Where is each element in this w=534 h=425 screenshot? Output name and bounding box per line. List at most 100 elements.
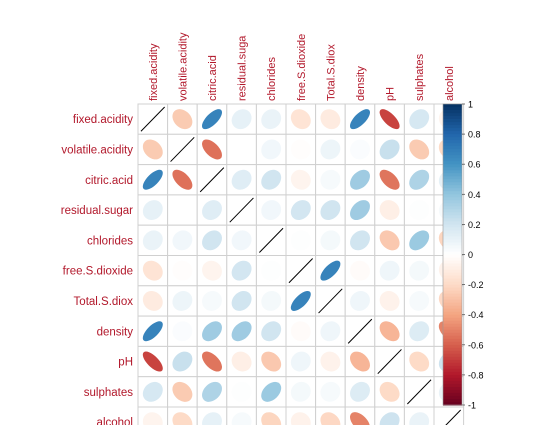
column-label: alcohol [444,66,456,101]
correlation-ellipse [350,260,370,281]
correlation-ellipse [172,412,193,425]
colorbar-segment [443,335,462,340]
correlation-ellipse [379,260,400,281]
correlation-ellipse [172,260,193,281]
correlation-ellipse [142,381,163,402]
colorbar-segment [443,341,462,346]
colorbar-tick-label: 0.4 [468,190,481,200]
correlation-ellipse [231,351,252,372]
colorbar-segment [443,179,462,183]
colorbar-segment [443,269,462,274]
colorbar-segment [443,152,462,156]
correlation-ellipse [172,381,193,402]
colorbar-segment [443,155,462,159]
colorbar-segment [443,113,462,117]
colorbar-segment [443,332,462,337]
colorbar-segment [443,362,462,367]
colorbar-segment [443,293,462,298]
correlation-ellipse [409,412,430,425]
colorbar-segment [443,278,462,283]
diagonal-line [318,288,343,314]
colorbar-segment [443,395,462,400]
colorbar-tick-label: 0.2 [468,220,481,230]
correlation-ellipse [350,200,370,221]
correlation-ellipse [409,230,430,251]
correlation-ellipse [231,109,252,130]
colorbar-segment [443,140,462,144]
colorbar-segment [443,239,462,244]
cell-border [374,376,405,408]
colorbar-segment [443,290,462,295]
colorbar-segment [443,371,462,376]
colorbar-segment [443,203,462,207]
colorbar-segment [443,197,462,201]
colorbar-tick-label: -1 [468,401,476,411]
colorbar-segment [443,242,462,247]
colorbar-segment [443,386,462,391]
correlation-ellipse [409,169,430,190]
colorbar-segment [443,248,462,253]
correlation-ellipse [409,139,430,160]
colorbar-segment [443,389,462,394]
correlation-ellipse [261,291,282,311]
column-label: sulphates [414,53,426,101]
correlation-ellipse [320,351,341,372]
correlation-cells [137,103,465,425]
colorbar-segment [443,221,462,225]
correlation-ellipse [409,109,430,130]
colorbar-segment [443,116,462,120]
colorbar-segment [443,392,462,397]
correlation-ellipse [231,230,252,251]
colorbar-tick-label: 1 [468,100,473,110]
colorbar-segment [443,224,462,229]
correlation-ellipse [142,351,163,372]
correlation-ellipse [320,169,341,190]
colorbar-segment [443,230,462,235]
column-label: pH [385,87,397,101]
correlation-ellipse [231,290,252,311]
colorbar-segment [443,281,462,286]
correlation-ellipse [202,200,222,220]
colorbar-tick-label: -0.2 [468,280,484,290]
correlation-ellipse [142,291,163,311]
colorbar-segment [443,125,462,129]
correlation-ellipse [261,351,282,372]
correlation-ellipse [320,321,341,342]
colorbar-tick-label: -0.8 [468,370,484,380]
colorbar-segment [443,200,462,204]
colorbar-segment [443,311,462,316]
correlation-ellipse [320,200,341,221]
colorbar-segment [443,401,462,406]
colorbar-segment [443,146,462,150]
correlation-ellipse [261,260,282,281]
colorbar-segment [443,170,462,174]
correlation-ellipse [350,139,370,160]
correlation-ellipse [350,381,370,402]
colorbar-segment [443,374,462,379]
colorbar-segment [443,320,462,325]
correlation-ellipse [172,321,193,342]
correlation-ellipse [231,260,252,281]
colorbar-segment [443,287,462,292]
diagonal-line [170,136,195,162]
colorbar-segment [443,284,462,289]
correlation-ellipse [290,290,311,311]
column-label: fixed.acidity [148,43,160,101]
row-label: citric.acid [85,175,133,187]
cell-border [433,406,465,425]
correlation-ellipse [142,321,163,342]
correlation-ellipse [409,321,430,342]
colorbar-segment [443,356,462,361]
correlation-ellipse [290,200,311,221]
colorbar-segment [443,233,462,238]
colorbar-segment [443,317,462,322]
colorbar-segment [443,209,462,213]
correlation-ellipse [202,321,222,342]
correlation-ellipse [201,109,223,130]
colorbar-segment [443,272,462,277]
correlation-ellipse [202,381,222,402]
colorbar-segment [443,188,462,192]
colorbar-segment [443,107,462,111]
colorbar-segment [443,122,462,126]
diagonal-line [407,379,432,405]
